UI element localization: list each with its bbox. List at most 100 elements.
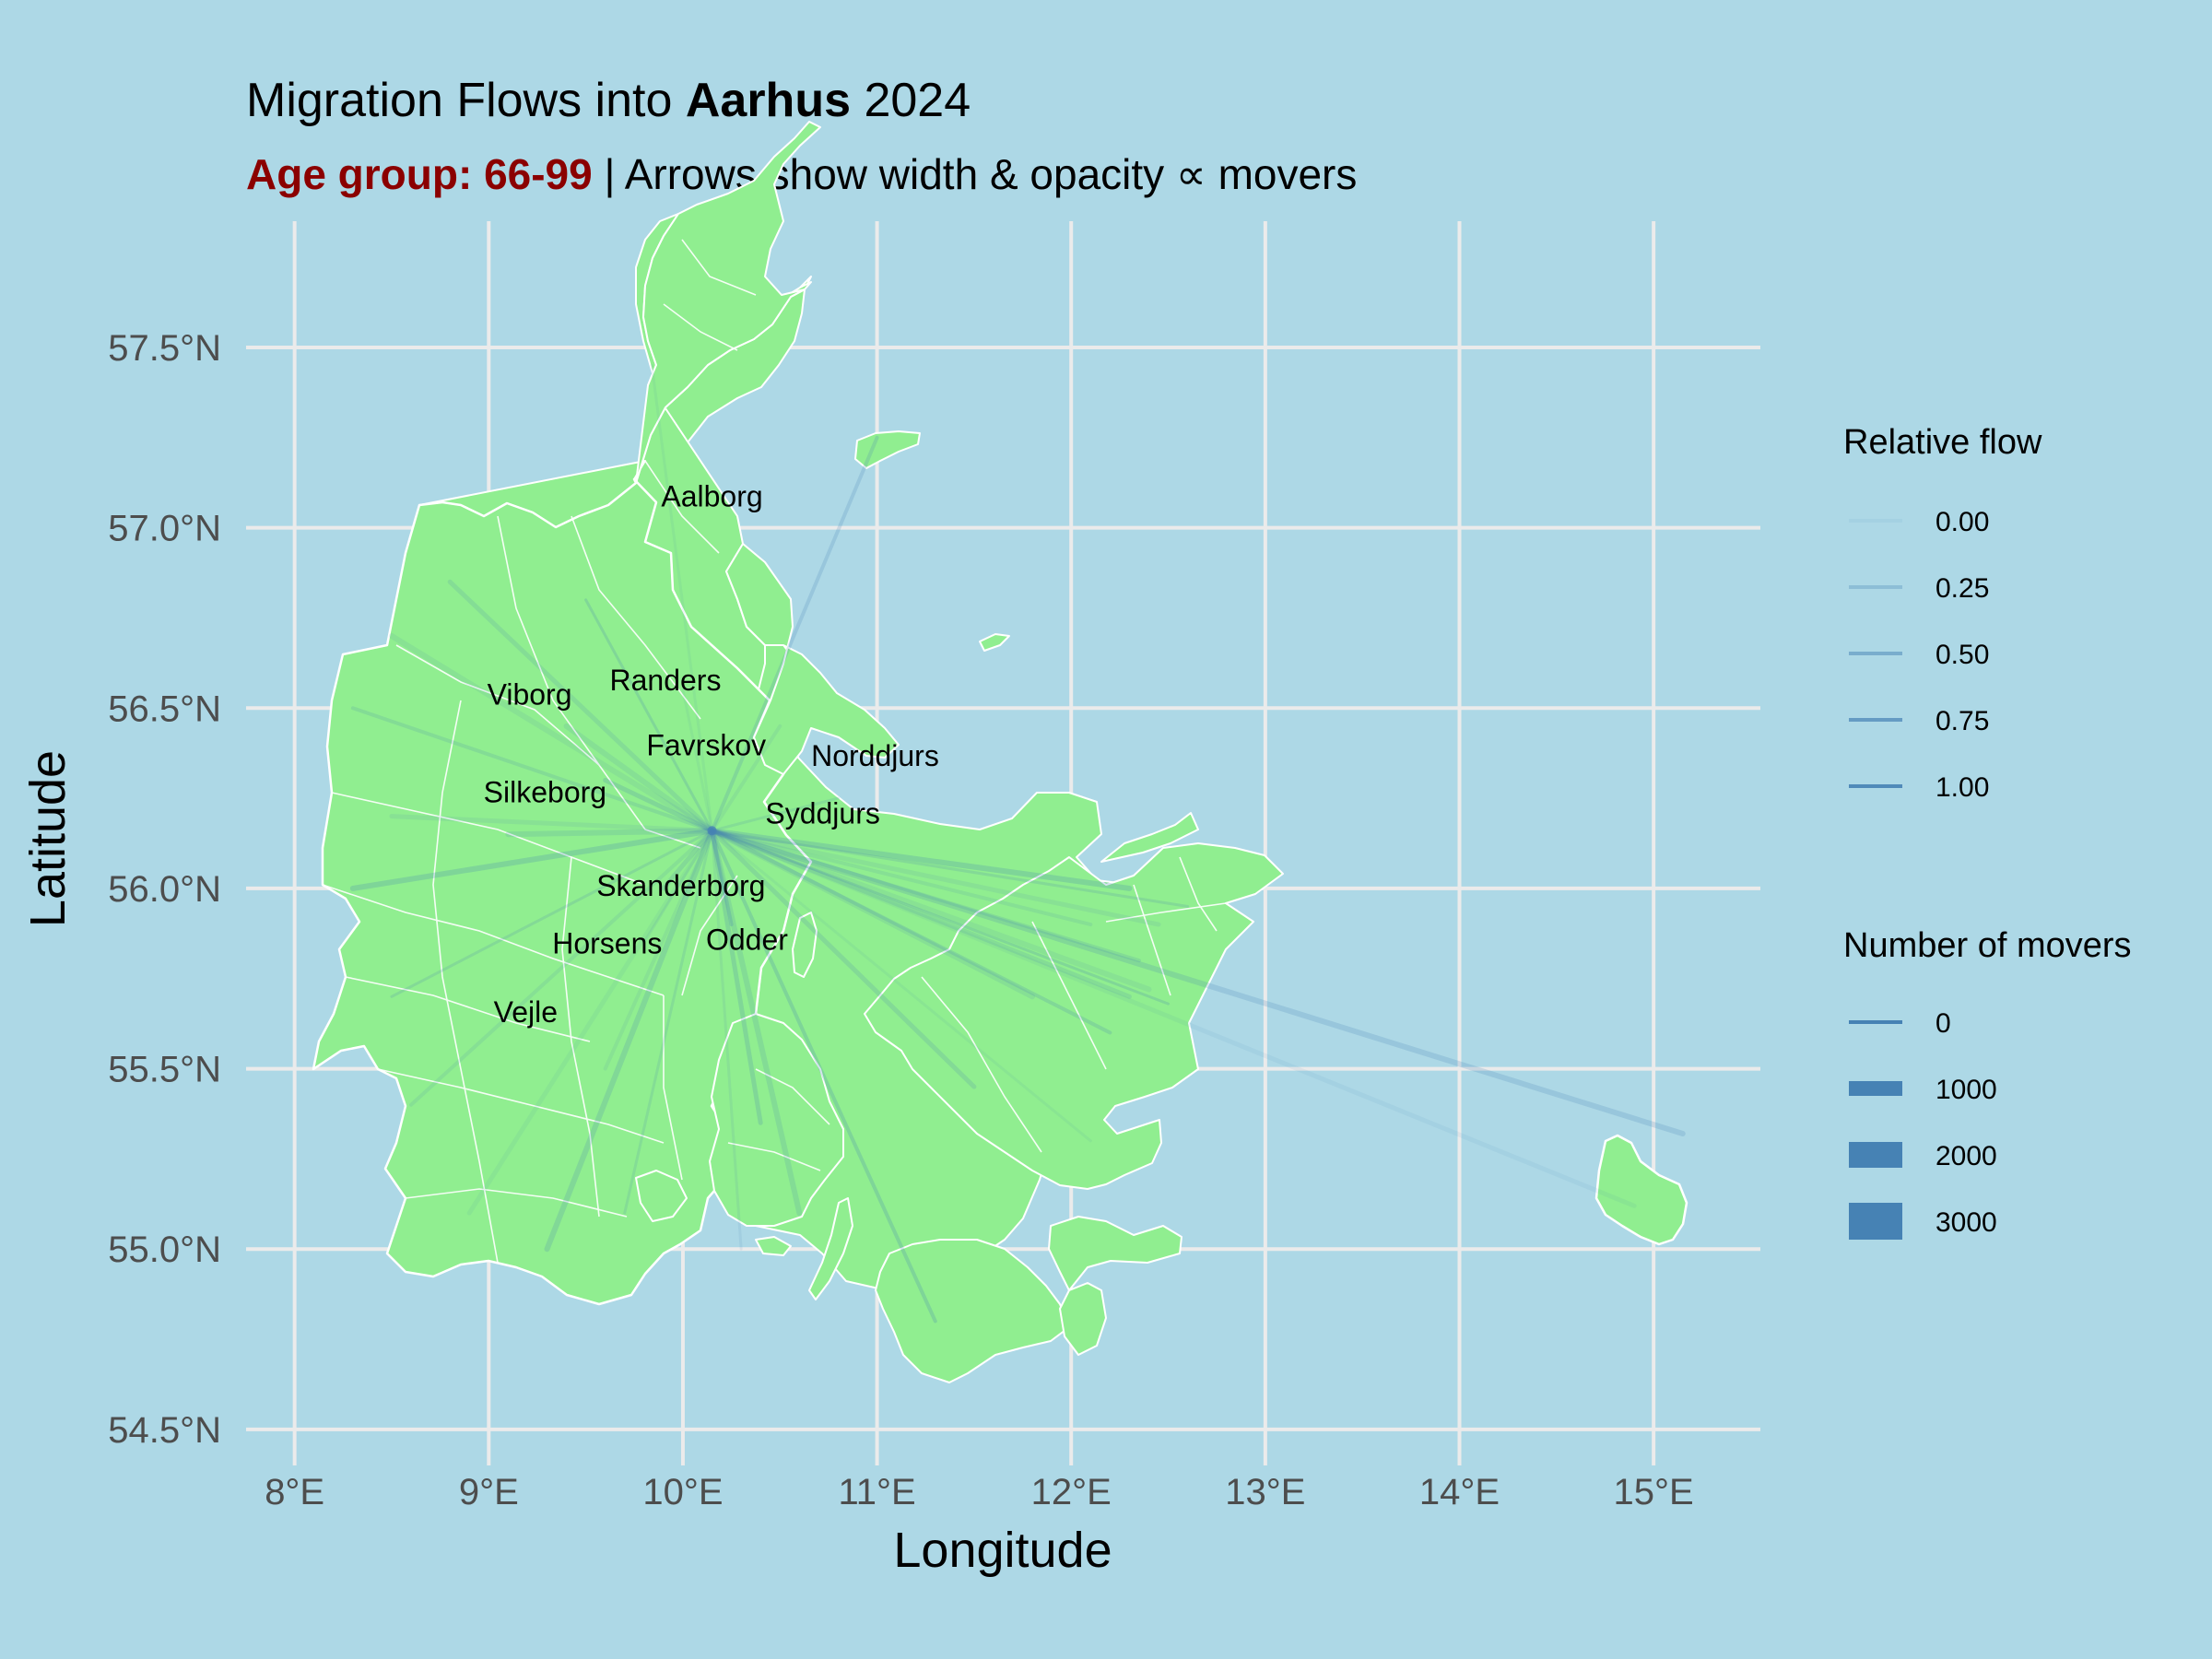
flow-arrow: [711, 829, 743, 1251]
chart-title: Migration Flows into Aarhus 2024: [246, 74, 971, 127]
flow-arrow: [544, 828, 715, 1253]
flow-arrows: [349, 364, 1686, 1324]
flow-arrow: [563, 723, 715, 834]
skagen-tip: [635, 121, 821, 484]
flow-arrow: [711, 829, 1092, 1143]
city-label: Randers: [610, 664, 722, 697]
flow-arrow: [661, 828, 715, 891]
funen-island: [709, 1013, 844, 1227]
y-tick-label: 57.5°N: [108, 328, 221, 369]
y-tick-label: 55.0°N: [108, 1230, 221, 1270]
legend-width-label: 1000: [1936, 1075, 1997, 1105]
city-label: Viborg: [488, 678, 572, 712]
lolland-island: [875, 1239, 1070, 1383]
y-tick-label: 57.0°N: [108, 509, 221, 549]
legend-movers-keys: 0 1000 2000 3000: [1849, 1008, 1997, 1240]
legend-width-swatch: [1849, 1081, 1902, 1096]
flow-arrow: [505, 828, 715, 838]
title-suffix: 2024: [851, 74, 971, 127]
falster-south: [1059, 1282, 1107, 1356]
flow-arrow: [603, 829, 714, 1071]
legend-width-swatch: [1849, 1203, 1902, 1240]
x-axis-ticks: 8°E 9°E 10°E 11°E 12°E 13°E 14°E 15°E: [265, 1472, 1694, 1512]
y-axis-ticks: 54.5°N 55.0°N 55.5°N 56.0°N 56.5°N 57.0°N 57.5…: [108, 328, 221, 1451]
flow-arrow: [350, 706, 714, 833]
bornholm-island: [1594, 1134, 1688, 1246]
legend-relative-flow-title: Relative flow: [1843, 423, 2042, 462]
flow-arrow: [711, 796, 840, 832]
legend-width-label: 2000: [1936, 1141, 1997, 1171]
flow-arrow: [710, 828, 1161, 927]
flow-arrow: [584, 598, 714, 832]
city-label: Aalborg: [661, 479, 762, 512]
x-tick-label: 11°E: [838, 1472, 915, 1512]
y-tick-label: 56.5°N: [108, 688, 221, 729]
legend-relative-flow-keys: 0.00 0.25 0.50 0.75 1.00: [1849, 507, 1989, 803]
flow-arrow: [650, 364, 714, 832]
flow-arrow: [711, 829, 1171, 1006]
flow-arrow: [466, 828, 715, 1216]
city-label: Norddjurs: [811, 739, 939, 772]
samso-island: [792, 912, 818, 978]
x-axis-label: Longitude: [893, 1523, 1112, 1578]
legend-movers: Number of movers 0 1000 2000 3000: [1843, 926, 2132, 1240]
city-label: Favrskov: [646, 728, 766, 761]
flow-arrow: [389, 814, 715, 833]
anholt-island: [979, 633, 1010, 652]
flow-arrow: [390, 829, 714, 998]
title-prefix: Migration Flows into: [246, 74, 686, 127]
zealand-island: [864, 842, 1284, 1190]
flow-arrow: [710, 829, 937, 1324]
destination-marker: [707, 826, 717, 836]
jutland-body: [312, 477, 813, 1306]
flow-arrow: [709, 828, 1133, 891]
legend-alpha-label: 0.50: [1936, 640, 1989, 670]
flow-arrow: [447, 579, 715, 833]
flow-arrow: [710, 828, 1637, 1208]
flow-arrow: [388, 633, 715, 834]
x-tick-label: 12°E: [1031, 1472, 1112, 1512]
djursland: [725, 543, 900, 775]
flow-arrow: [710, 435, 879, 833]
city-label: Horsens: [552, 927, 662, 960]
y-tick-label: 56.0°N: [108, 869, 221, 910]
laeso-island: [854, 430, 921, 469]
y-axis-label: Latitude: [20, 750, 76, 927]
x-tick-label: 13°E: [1225, 1472, 1305, 1512]
chart-subtitle: Age group: 66-99 | Arrows show width & o…: [246, 150, 1357, 198]
flow-arrow: [681, 688, 714, 832]
flow-arrow: [710, 829, 734, 927]
city-label: Silkeborg: [484, 775, 606, 808]
legend-alpha-label: 0.00: [1936, 507, 1989, 537]
x-tick-label: 15°E: [1614, 1472, 1694, 1512]
municipality-borders: [322, 239, 1227, 1264]
flow-arrow: [710, 829, 1093, 927]
subtitle-rest: | Arrows show width & opacity ∝ movers: [593, 150, 1358, 198]
langeland-island: [808, 1197, 853, 1300]
flow-arrow: [710, 829, 1141, 963]
flow-arrow: [710, 724, 782, 833]
flow-arrow: [349, 828, 715, 891]
flow-arrow: [603, 778, 715, 833]
zealand-northeast: [1100, 812, 1199, 863]
legend-width-swatch: [1849, 1020, 1902, 1024]
x-tick-label: 9°E: [459, 1472, 519, 1512]
legend-width-swatch: [1849, 1142, 1902, 1168]
flow-arrow: [709, 828, 803, 1217]
flow-arrow: [710, 828, 763, 1125]
legend-relative-flow: Relative flow 0.00 0.25 0.50 0.75 1.00: [1843, 423, 2042, 803]
subtitle-highlight: Age group: 66-99: [246, 150, 593, 198]
legend-alpha-label: 1.00: [1936, 772, 1989, 803]
als-island: [635, 1170, 688, 1222]
flow-arrow: [709, 828, 1036, 1000]
denmark-land: [312, 121, 1688, 1383]
city-label: Skanderborg: [596, 869, 765, 902]
falster-island: [1048, 1216, 1182, 1291]
flow-arrow: [710, 828, 977, 1089]
y-tick-label: 54.5°N: [108, 1410, 221, 1451]
aero-island: [755, 1236, 792, 1256]
legend-alpha-label: 0.75: [1936, 706, 1989, 736]
flow-arrow: [710, 828, 1132, 999]
flow-arrow: [409, 829, 714, 1107]
